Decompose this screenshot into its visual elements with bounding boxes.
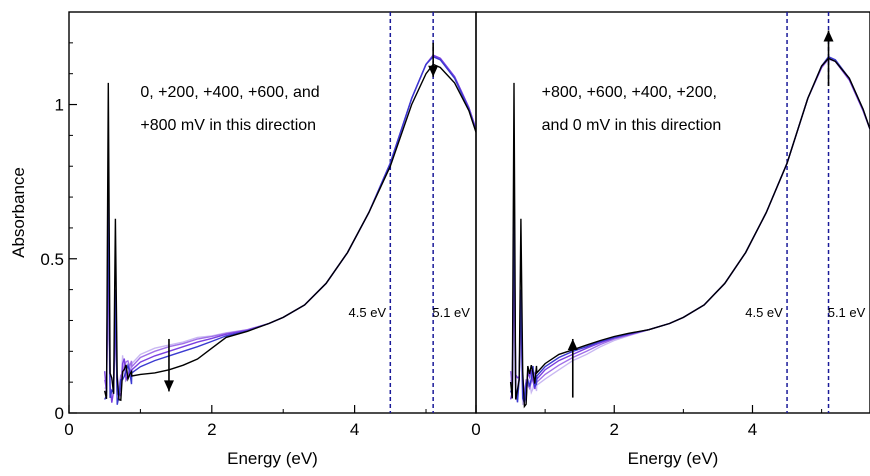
vline-label: 4.5 eV bbox=[349, 305, 387, 320]
vline-label: 5.1 eV bbox=[828, 305, 866, 320]
annotation-line: +800, +600, +400, +200, bbox=[542, 84, 717, 101]
x-tick-label: 2 bbox=[207, 420, 216, 439]
plot-frame bbox=[475, 11, 870, 414]
series-line bbox=[104, 54, 476, 398]
arrow-head bbox=[567, 338, 578, 350]
x-tick-label: 4 bbox=[350, 420, 359, 439]
x-axis-label: Energy (eV) bbox=[227, 449, 318, 468]
y-tick-label: 0.5 bbox=[40, 250, 64, 269]
annotation-line: and 0 mV in this direction bbox=[542, 117, 722, 134]
vline-label: 5.1 eV bbox=[432, 305, 470, 320]
vline-label: 4.5 eV bbox=[745, 305, 783, 320]
x-axis-label: Energy (eV) bbox=[628, 449, 719, 468]
x-tick-label: 0 bbox=[64, 420, 73, 439]
plot-frame bbox=[68, 11, 477, 414]
series-line bbox=[509, 57, 870, 400]
x-tick-label: 2 bbox=[610, 420, 619, 439]
annotation-line: +800 mV in this direction bbox=[140, 117, 316, 134]
x-tick-label: 4 bbox=[748, 420, 757, 439]
annotation-line: 0, +200, +400, +600, and bbox=[140, 84, 319, 101]
series-line bbox=[104, 54, 476, 392]
series-line bbox=[509, 57, 870, 401]
x-tick-label: 0 bbox=[471, 420, 480, 439]
series-line bbox=[509, 57, 870, 409]
panel-right: 0 2 4 Energy (eV) 4.5 eV 5.1 eV +800, +600, +4… bbox=[471, 11, 870, 468]
series-line bbox=[104, 54, 476, 403]
series-line bbox=[509, 55, 870, 403]
panel-left: 0 2 4 0 0.5 1 Absorbance Energy (eV) 4.5 eV 5.1 e… bbox=[9, 11, 477, 468]
series-line bbox=[104, 55, 476, 405]
arrow-head bbox=[163, 380, 174, 392]
y-tick-label: 0 bbox=[55, 404, 64, 423]
y-axis-label: Absorbance bbox=[9, 167, 28, 258]
arrow-head bbox=[428, 65, 439, 77]
y-tick-label: 1 bbox=[55, 96, 64, 115]
arrow-head bbox=[823, 30, 834, 42]
